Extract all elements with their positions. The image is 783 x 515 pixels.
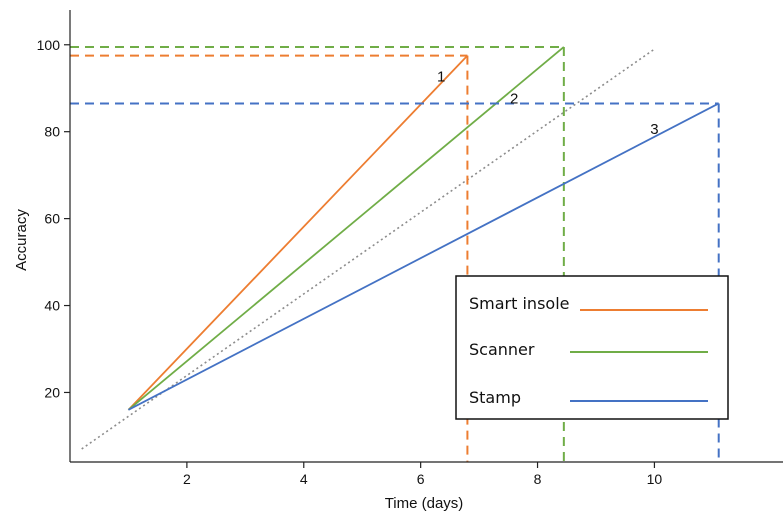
legend-label-1: Smart insole (469, 294, 569, 313)
series-3-number-label: 3 (650, 121, 658, 138)
legend: Smart insole Scanner Stamp (455, 275, 729, 420)
ticks: 2 4 6 8 10 20 40 60 80 100 (37, 37, 663, 487)
legend-label-3: Stamp (469, 388, 521, 407)
x-tick-label: 2 (183, 471, 191, 487)
legend-label-2: Scanner (469, 340, 535, 359)
series-1-line (127, 55, 469, 411)
y-axis-title: Accuracy (13, 209, 30, 271)
legend-box (455, 275, 729, 420)
series-2-line (127, 46, 565, 411)
y-tick-label: 100 (37, 37, 61, 53)
x-tick-label: 4 (300, 471, 308, 487)
legend-items: Smart insole Scanner Stamp (469, 294, 708, 407)
x-tick-label: 8 (534, 471, 542, 487)
x-axis-title: Time (days) (385, 495, 464, 512)
number-labels: 1 2 3 (437, 69, 659, 138)
x-tick-label: 6 (417, 471, 425, 487)
series-1-number-label: 1 (437, 69, 445, 86)
reference-line (81, 48, 655, 450)
series-3-line (128, 102, 720, 411)
y-tick-label: 20 (44, 384, 60, 400)
y-tick-label: 60 (44, 211, 60, 227)
y-tick-label: 40 (44, 298, 60, 314)
series-2-number-label: 2 (510, 90, 518, 107)
y-tick-label: 80 (44, 124, 60, 140)
x-tick-label: 10 (647, 471, 663, 487)
axes (69, 10, 783, 463)
